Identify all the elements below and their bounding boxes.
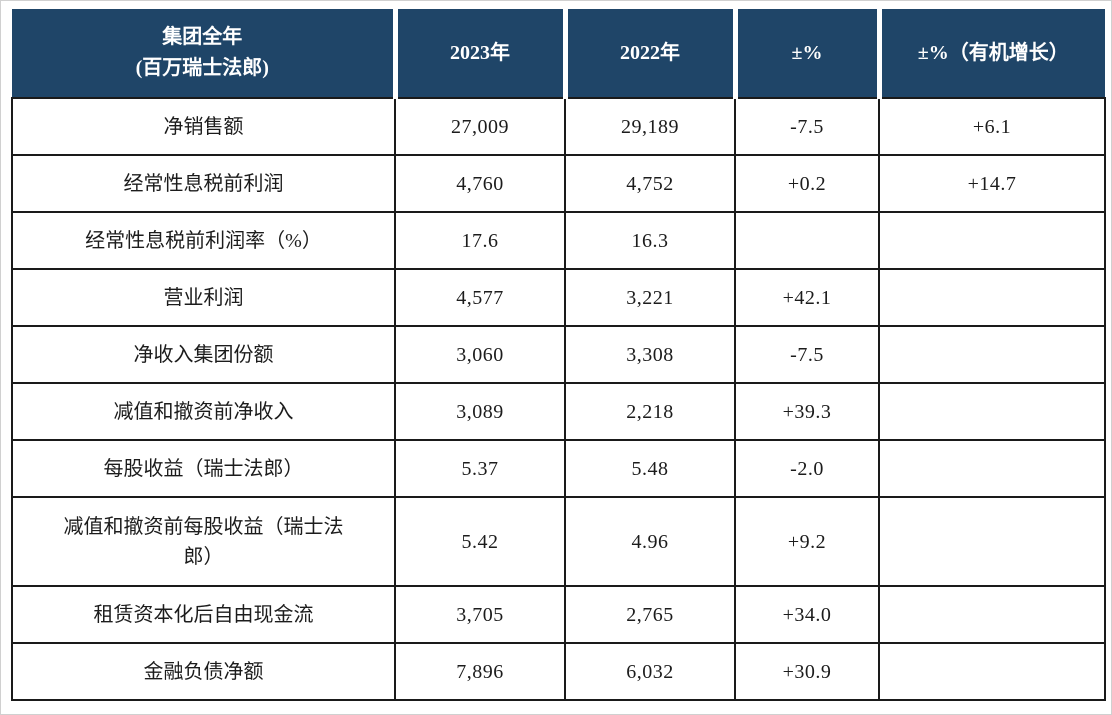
row-label: 经常性息税前利润	[11, 154, 396, 213]
value-2023: 27,009	[394, 97, 566, 156]
value-organic	[878, 211, 1106, 270]
value-2022: 29,189	[564, 97, 736, 156]
value-organic	[878, 325, 1106, 384]
value-change: -7.5	[734, 97, 880, 156]
table-row-free-cash-flow: 租赁资本化后自由现金流 3,705 2,765 +34.0	[11, 585, 1106, 644]
header-cell-organic-growth-pct: ±%（有机增长）	[879, 9, 1105, 98]
table-row-eps-before-impairments: 减值和撤资前每股收益（瑞士法郎） 5.42 4.96 +9.2	[11, 496, 1106, 587]
value-change: +42.1	[734, 268, 880, 327]
table-row-net-income-before-impairments: 减值和撤资前净收入 3,089 2,218 +39.3	[11, 382, 1106, 441]
header-title-line1: 集团全年	[162, 26, 243, 48]
row-label: 净销售额	[11, 97, 396, 156]
row-label: 金融负债净额	[11, 642, 396, 701]
table-row-net-sales: 净销售额 27,009 29,189 -7.5 +6.1	[11, 97, 1106, 156]
value-2022: 4.96	[564, 496, 736, 587]
value-change: +30.9	[734, 642, 880, 701]
header-cell-group-title: 集团全年 (百万瑞士法郎)	[12, 9, 398, 98]
value-2022: 2,765	[564, 585, 736, 644]
value-2022: 4,752	[564, 154, 736, 213]
value-change: -7.5	[734, 325, 880, 384]
table-body: 净销售额 27,009 29,189 -7.5 +6.1 经常性息税前利润 4,…	[11, 97, 1106, 701]
row-label: 减值和撤资前净收入	[11, 382, 396, 441]
value-organic	[878, 642, 1106, 701]
value-2022: 16.3	[564, 211, 736, 270]
value-2023: 5.37	[394, 439, 566, 498]
table-row-eps: 每股收益（瑞士法郎） 5.37 5.48 -2.0	[11, 439, 1106, 498]
value-2022: 3,221	[564, 268, 736, 327]
value-change	[734, 211, 880, 270]
table-header: 集团全年 (百万瑞士法郎) 2023年 2022年 ±% ±%（有机增长）	[12, 9, 1105, 98]
value-change: +39.3	[734, 382, 880, 441]
row-label: 营业利润	[11, 268, 396, 327]
financial-summary-table-wrap: 集团全年 (百万瑞士法郎) 2023年 2022年 ±% ±%（有机增长） 净销…	[11, 9, 1106, 701]
value-2023: 7,896	[394, 642, 566, 701]
header-row: 集团全年 (百万瑞士法郎) 2023年 2022年 ±% ±%（有机增长）	[12, 9, 1105, 98]
value-2023: 4,760	[394, 154, 566, 213]
table-row-net-income-group-share: 净收入集团份额 3,060 3,308 -7.5	[11, 325, 1106, 384]
header-cell-2023: 2023年	[395, 9, 568, 98]
value-organic: +14.7	[878, 154, 1106, 213]
row-label: 每股收益（瑞士法郎）	[11, 439, 396, 498]
value-2023: 3,089	[394, 382, 566, 441]
value-2023: 5.42	[394, 496, 566, 587]
header-title-line2: (百万瑞士法郎)	[135, 57, 269, 79]
financial-summary-table: 集团全年 (百万瑞士法郎) 2023年 2022年 ±% ±%（有机增长） 净销…	[11, 9, 1106, 701]
table-row-net-financial-debt: 金融负债净额 7,896 6,032 +30.9	[11, 642, 1106, 701]
value-organic	[878, 439, 1106, 498]
row-label: 经常性息税前利润率（%）	[11, 211, 396, 270]
value-2023: 3,060	[394, 325, 566, 384]
value-2023: 4,577	[394, 268, 566, 327]
row-label: 租赁资本化后自由现金流	[11, 585, 396, 644]
value-change: +34.0	[734, 585, 880, 644]
value-organic	[878, 585, 1106, 644]
value-2023: 17.6	[394, 211, 566, 270]
value-2022: 6,032	[564, 642, 736, 701]
row-label: 减值和撤资前每股收益（瑞士法郎）	[11, 496, 396, 587]
value-2022: 2,218	[564, 382, 736, 441]
row-label: 净收入集团份额	[11, 325, 396, 384]
header-cell-change-pct: ±%	[735, 9, 882, 98]
value-2022: 5.48	[564, 439, 736, 498]
value-2023: 3,705	[394, 585, 566, 644]
value-organic	[878, 382, 1106, 441]
value-change: +0.2	[734, 154, 880, 213]
table-row-recurring-ebit-margin: 经常性息税前利润率（%） 17.6 16.3	[11, 211, 1106, 270]
table-row-recurring-ebit: 经常性息税前利润 4,760 4,752 +0.2 +14.7	[11, 154, 1106, 213]
value-2022: 3,308	[564, 325, 736, 384]
value-change: +9.2	[734, 496, 880, 587]
value-change: -2.0	[734, 439, 880, 498]
table-row-operating-profit: 营业利润 4,577 3,221 +42.1	[11, 268, 1106, 327]
header-cell-2022: 2022年	[565, 9, 738, 98]
value-organic: +6.1	[878, 97, 1106, 156]
value-organic	[878, 496, 1106, 587]
value-organic	[878, 268, 1106, 327]
